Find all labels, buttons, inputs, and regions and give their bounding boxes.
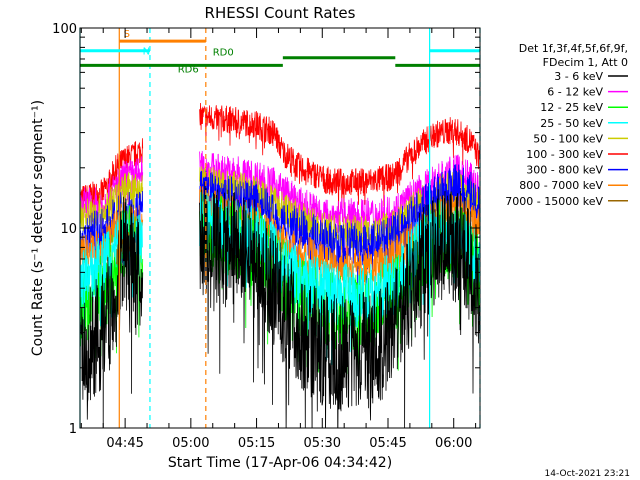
x-tick-label: 06:00 <box>435 436 472 451</box>
plot-area: S N RD0 RD6 <box>79 28 481 428</box>
legend-header-line: FDecim 1, Att 0 <box>543 56 628 69</box>
y-tick-label: 1 <box>69 422 77 437</box>
series-line-2-0 <box>80 171 144 252</box>
legend-label: 100 - 300 keV <box>526 148 603 161</box>
chart-title: RHESSI Count Rates <box>205 4 356 22</box>
y-tick-label: 10 <box>60 222 77 237</box>
series-line-0-1 <box>199 102 480 211</box>
legend-label: 7000 - 15000 keV <box>505 195 603 208</box>
legend-label: 6 - 12 keV <box>547 86 603 99</box>
legend-label: 50 - 100 keV <box>533 132 603 145</box>
legend-label: 12 - 25 keV <box>540 101 603 114</box>
state-bar-label-2: RD0 <box>213 48 234 59</box>
date-stamp: 14-Oct-2021 23:21 <box>545 469 630 479</box>
y-tick-label: 100 <box>52 22 77 37</box>
state-bar-label-3: RD6 <box>178 64 199 75</box>
x-tick-label: 05:00 <box>172 436 209 451</box>
state-bar-label-0: S <box>124 29 130 40</box>
state-bar-label-1: N <box>143 47 150 58</box>
y-axis-label: Count Rate (s⁻¹ detector segment⁻¹) <box>30 100 46 356</box>
series-line-8-0 <box>80 196 144 428</box>
legend-label: 300 - 800 keV <box>526 164 603 177</box>
legend-label: 800 - 7000 keV <box>519 179 603 192</box>
axes: 1 10 100 04:45 05:00 05:15 05:30 05:45 06:00 <box>52 22 480 451</box>
x-tick-label: 05:45 <box>369 436 406 451</box>
x-tick-label: 05:15 <box>238 436 275 451</box>
x-tick-label: 04:45 <box>106 436 143 451</box>
legend-label: 25 - 50 keV <box>540 117 603 130</box>
series-group <box>80 102 480 428</box>
x-axis-label: Start Time (17-Apr-06 04:34:42) <box>168 455 392 471</box>
legend: Det 1f,3f,4f,5f,6f,9f,FDecim 1, Att 03 -… <box>505 42 628 208</box>
legend-header-line: Det 1f,3f,4f,5f,6f,9f, <box>519 42 628 55</box>
x-tick-label: 05:30 <box>304 436 341 451</box>
series-line-8-1 <box>199 181 480 428</box>
legend-label: 3 - 6 keV <box>554 70 603 83</box>
